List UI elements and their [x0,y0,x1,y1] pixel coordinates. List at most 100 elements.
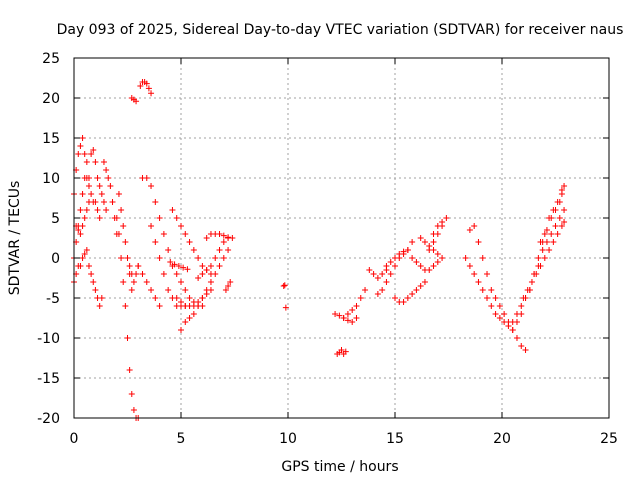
data-point-s31-1 [413,259,420,265]
chart-title: Day 093 of 2025, Sidereal Day-to-day VTE… [57,22,624,38]
data-point-s39-4 [537,263,544,269]
data-point-s36-3 [475,279,482,285]
data-point-s9-6 [128,287,135,293]
data-point-s35-6 [492,295,499,301]
data-point-s16-0 [169,207,176,213]
data-point-s16-3 [182,231,189,237]
data-point-s23-0 [280,283,287,289]
data-point-s31-6 [434,259,441,265]
data-point-s16-6 [195,255,202,261]
data-point-s12-5 [148,90,155,97]
x-tick-label-2: 10 [279,431,297,447]
data-point-s28-8 [409,239,416,245]
data-point-s31-0 [409,255,416,261]
data-point-s19-0 [167,259,174,265]
data-point-s7-0 [100,159,107,165]
data-point-s28-4 [392,263,398,269]
data-point-s3-4 [81,215,88,221]
data-point-s28-0 [374,291,381,297]
data-point-s12-0 [137,83,144,89]
data-point-s3-5 [83,207,90,213]
data-point-s28-3 [387,271,394,277]
data-point-s25-3 [344,311,351,317]
data-point-s10-0 [126,263,133,269]
data-point-s39-7 [550,239,557,245]
data-point-s15-2 [143,279,150,285]
data-point-s32-0 [417,235,424,241]
data-point-s34-1 [434,223,441,229]
data-point-s17-9 [216,263,223,269]
data-point-s33-0 [426,247,433,253]
data-point-s36-6 [488,303,495,309]
data-point-s13-6 [165,247,172,253]
data-point-s8-2 [118,255,125,261]
data-point-s5-4 [96,183,103,189]
data-point-s13-3 [152,199,159,205]
data-point-s8-7 [128,391,135,397]
data-point-s15-4 [152,295,159,301]
data-point-s1-3 [77,143,84,149]
data-point-s17-3 [190,311,197,317]
data-point-s16-5 [190,247,197,253]
y-tick-label-6: 10 [42,171,60,187]
data-point-s23-1 [281,282,288,289]
data-point-s37-9 [543,227,550,233]
data-point-s25-5 [353,303,360,309]
data-point-s17-0 [178,327,184,333]
data-point-s6-5 [96,303,103,309]
data-point-s30-7 [421,279,428,285]
data-point-s13-1 [143,175,150,181]
x-axis-label: GPS time / hours [281,459,398,475]
data-point-s13-9 [178,279,184,285]
data-point-s40-1 [541,231,548,237]
data-point-s18-5 [195,299,202,305]
data-point-s28-1 [379,287,386,293]
data-point-s38-11 [556,215,563,221]
data-point-s34-2 [439,219,446,225]
data-point-s30-6 [417,283,424,289]
data-point-s31-4 [426,267,433,273]
data-point-s16-2 [178,223,184,229]
data-point-s35-4 [484,271,491,277]
data-point-s36-5 [484,295,491,301]
data-point-s21-5 [216,247,223,253]
data-point-s29-3 [396,251,403,257]
data-point-s27-2 [374,275,381,281]
data-point-s13-5 [160,231,167,237]
data-point-s7-3 [107,183,114,189]
data-point-s4-3 [77,263,84,269]
data-point-s5-7 [103,207,110,213]
data-point-s21-6 [220,239,227,245]
data-point-s13-4 [156,215,163,221]
axis-ticks [73,57,610,419]
data-point-s26-3 [353,315,360,321]
data-point-s39-6 [546,247,553,253]
data-point-s36-0 [462,255,469,261]
data-point-s20-0 [203,235,210,241]
data-point-s18-6 [199,295,206,301]
data-point-s14-4 [165,287,172,293]
data-point-s40-3 [550,207,557,213]
data-point-s2-3 [77,207,84,213]
data-point-s8-3 [120,279,127,285]
data-point-s13-8 [173,271,180,277]
data-point-s5-2 [92,159,99,165]
data-point-s16-1 [173,215,180,221]
data-point-s38-2 [518,311,525,317]
data-point-s24-2 [338,347,345,353]
data-point-s17-1 [182,319,189,325]
data-point-s39-2 [528,279,535,285]
data-point-s19-3 [180,264,187,271]
data-point-s16-4 [186,239,193,245]
data-point-s5-6 [100,199,107,205]
data-point-s3-6 [85,199,92,205]
data-point-s29-2 [392,255,398,261]
data-point-s39-9 [558,223,565,229]
data-point-s35-2 [475,239,482,245]
data-point-s39-3 [533,271,540,277]
data-point-s25-6 [357,295,364,301]
data-point-s5-1 [90,147,97,153]
data-point-s7-1 [103,167,110,173]
data-point-s3-2 [77,231,84,237]
